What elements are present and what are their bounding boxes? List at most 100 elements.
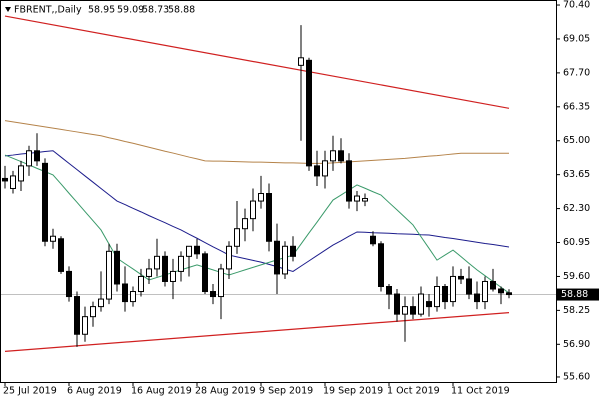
candle-body	[82, 316, 88, 335]
candle-body	[2, 177, 8, 182]
candle-body	[290, 245, 296, 257]
candle-body	[282, 245, 288, 275]
candle-body	[434, 286, 440, 308]
candle-body	[466, 278, 472, 295]
candle-body	[474, 293, 480, 303]
candle-body	[402, 306, 408, 315]
candle-body	[322, 160, 328, 177]
candle-body	[258, 193, 264, 202]
candle-body	[202, 253, 208, 293]
candle-body	[250, 200, 256, 220]
candle-body	[210, 291, 216, 298]
ohlc-open: 58.95	[88, 5, 115, 16]
moving-average	[4, 120, 509, 164]
candle-body	[362, 198, 368, 202]
y-tick-label: 63.65	[563, 169, 590, 180]
candle-body	[346, 160, 352, 202]
y-tick-label: 69.05	[563, 33, 590, 44]
y-tick-label: 55.60	[563, 371, 590, 382]
candle-body	[194, 245, 200, 255]
x-tick-label: 9 Sep 2019	[259, 386, 313, 397]
candle-body	[10, 175, 16, 189]
moving-average	[4, 150, 510, 272]
candle-body	[298, 57, 304, 66]
candle-body	[186, 245, 192, 257]
candle-body	[130, 291, 136, 303]
ohlc-high: 59.09	[117, 5, 144, 16]
price-label: 58.88	[561, 289, 588, 300]
candle-body	[58, 238, 64, 272]
candle-body	[506, 292, 512, 296]
x-tick-label: 1 Oct 2019	[387, 386, 440, 397]
plot-area	[0, 15, 556, 352]
price-label-box	[557, 288, 599, 301]
y-tick-label: 70.40	[563, 0, 590, 11]
candle-body	[170, 270, 176, 282]
candle-body	[138, 275, 144, 293]
trend-line	[4, 312, 510, 352]
moving-average	[4, 154, 510, 294]
candle-body	[122, 283, 128, 303]
candle-body	[386, 286, 392, 295]
menu-icon	[5, 7, 11, 12]
y-tick-label: 56.90	[563, 339, 590, 350]
candle-body	[218, 268, 224, 298]
y-tick-label: 66.35	[563, 101, 590, 112]
symbol-label: FBRENT,,Daily	[14, 5, 82, 16]
y-tick-label: 65.00	[563, 135, 590, 146]
candle-body	[178, 255, 184, 272]
candle-body	[42, 162, 48, 242]
candle-body	[378, 243, 384, 288]
candle-body	[18, 165, 24, 182]
candle-body	[74, 296, 80, 335]
x-tick-label: 19 Sep 2019	[323, 386, 383, 397]
candle-body	[450, 275, 456, 303]
y-tick-label: 58.25	[563, 305, 590, 316]
candle-body	[490, 280, 496, 290]
candle-body	[330, 150, 336, 162]
ohlc-close: 58.88	[168, 5, 195, 16]
candle-body	[50, 235, 56, 242]
candle-body	[34, 150, 40, 162]
x-tick-label: 16 Aug 2019	[131, 386, 192, 397]
candle-body	[234, 228, 240, 247]
ohlc-low: 58.73	[142, 5, 169, 16]
x-tick-label: 25 Jul 2019	[3, 386, 57, 397]
candle-body	[106, 250, 112, 300]
y-tick-label: 67.70	[563, 67, 590, 78]
candle-body	[98, 298, 104, 308]
candle-body	[306, 59, 312, 167]
candle-body	[354, 195, 360, 202]
candle-body	[266, 193, 272, 242]
candle-body	[370, 235, 376, 245]
candle-body	[410, 306, 416, 315]
candle-body	[274, 240, 280, 275]
candle-body	[482, 280, 488, 303]
candle-body	[394, 293, 400, 315]
candle-body	[458, 275, 464, 280]
trend-line	[4, 15, 510, 109]
y-tick-label: 59.60	[563, 271, 590, 282]
candle-body	[162, 255, 168, 282]
candle-body	[114, 250, 120, 285]
candle-body	[66, 270, 72, 298]
x-tick-label: 6 Aug 2019	[67, 386, 122, 397]
candle-body	[226, 245, 232, 270]
candle-body	[442, 286, 448, 303]
candle-body	[426, 301, 432, 308]
candle-body	[498, 288, 504, 294]
y-tick-label: 62.30	[563, 203, 590, 214]
plot-frame	[0, 0, 557, 383]
candle-body	[242, 218, 248, 230]
candle-body	[418, 293, 424, 315]
candle-body	[154, 255, 160, 270]
candle-body	[26, 150, 32, 167]
x-tick-label: 11 Oct 2019	[451, 386, 510, 397]
x-tick-label: 28 Aug 2019	[195, 386, 256, 397]
y-tick-label: 60.95	[563, 237, 590, 248]
candle-body	[314, 165, 320, 177]
candle-body	[146, 268, 152, 277]
candle-body	[338, 150, 344, 162]
